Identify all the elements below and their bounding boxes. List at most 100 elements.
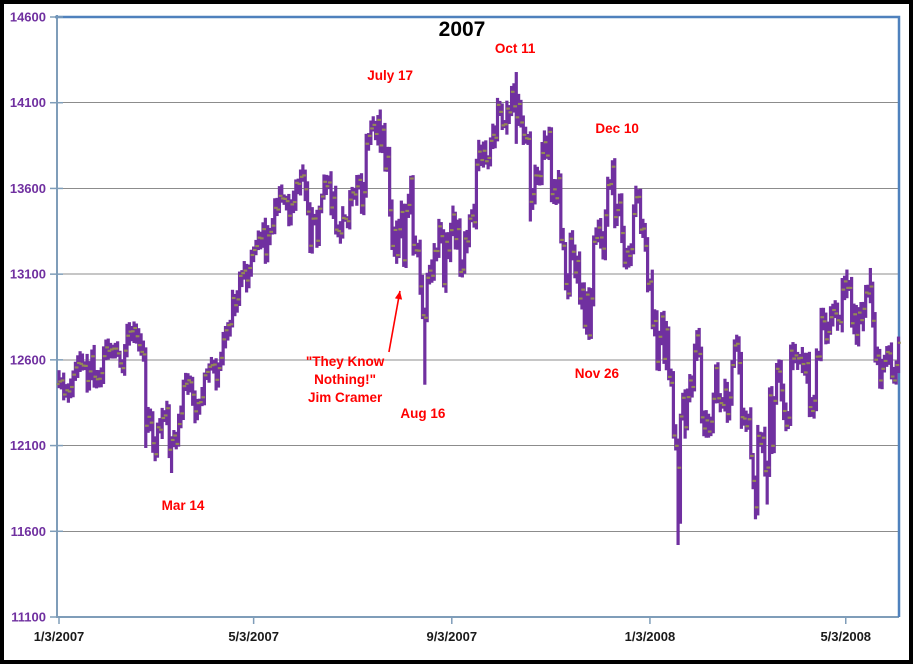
open-tick	[746, 425, 750, 428]
open-tick	[164, 414, 168, 417]
open-tick	[209, 365, 213, 368]
open-tick	[239, 274, 243, 277]
open-tick	[366, 142, 370, 145]
open-tick	[891, 375, 895, 378]
open-tick	[403, 259, 407, 262]
open-tick	[736, 342, 740, 345]
open-tick	[631, 248, 635, 251]
open-tick	[94, 375, 98, 378]
open-tick	[345, 217, 349, 220]
ohlc-bar	[451, 205, 455, 237]
x-axis-label: 9/3/2007	[426, 629, 477, 644]
open-tick	[307, 210, 311, 213]
ohlc-bar	[831, 303, 835, 327]
ohlc-bar	[329, 171, 333, 216]
open-tick	[535, 174, 539, 177]
ohlc-bar	[702, 410, 706, 437]
open-tick	[502, 124, 506, 127]
ohlc-bar	[889, 342, 894, 380]
open-tick	[856, 333, 860, 336]
open-tick	[825, 338, 829, 341]
ohlc-bar	[127, 322, 131, 346]
open-tick	[314, 217, 318, 220]
open-tick	[413, 243, 417, 246]
open-tick	[893, 379, 897, 382]
ohlc-bar	[857, 307, 861, 347]
ohlc-bar	[92, 344, 96, 388]
open-tick	[896, 364, 900, 367]
open-tick	[220, 356, 224, 359]
ohlc-bar	[399, 200, 403, 239]
open-tick	[528, 137, 532, 140]
ohlc-bar	[882, 354, 887, 373]
ohlc-bar	[193, 390, 197, 424]
open-tick	[77, 361, 81, 365]
ohlc-bar	[692, 343, 697, 392]
ohlc-bar	[514, 72, 518, 144]
ohlc-bar	[392, 226, 396, 257]
open-tick	[448, 249, 452, 252]
ohlc-bar	[563, 242, 568, 291]
ohlc-bar	[176, 413, 181, 447]
ohlc-bar	[420, 274, 425, 320]
open-tick	[73, 373, 77, 376]
open-tick	[734, 344, 738, 347]
open-tick	[309, 244, 313, 247]
open-tick	[324, 180, 328, 183]
ohlc-bar	[793, 343, 797, 364]
ohlc-bar	[235, 290, 239, 313]
ohlc-bar	[104, 339, 108, 361]
open-tick	[572, 250, 576, 253]
ohlc-bar	[305, 181, 310, 216]
open-tick	[288, 214, 292, 217]
ohlc-bar	[167, 404, 171, 459]
ohlc-bar	[474, 158, 479, 230]
open-tick	[654, 319, 658, 323]
open-tick	[284, 197, 288, 200]
ohlc-bar	[341, 206, 345, 239]
y-axis-label: 14600	[10, 10, 46, 25]
ohlc-bar	[223, 325, 228, 349]
ohlc-bar	[894, 360, 898, 385]
ohlc-bar	[880, 358, 884, 390]
x-axis-label: 1/3/2007	[34, 629, 85, 644]
price-chart: 14600 14100 13600 13100 12600 12100 11600 11100…	[10, 10, 901, 644]
ohlc-bar	[650, 269, 654, 330]
ohlc-bar	[388, 146, 392, 217]
open-tick	[598, 226, 602, 229]
ohlc-bar	[423, 307, 427, 385]
open-tick	[485, 160, 489, 163]
open-tick	[145, 424, 149, 427]
open-tick	[66, 389, 70, 392]
open-tick	[183, 385, 187, 388]
ohlc-bar	[453, 211, 457, 250]
annotation-text: Nothing!"	[314, 372, 376, 387]
open-tick	[542, 151, 546, 155]
ohlc-bar	[191, 376, 195, 406]
open-tick	[633, 212, 637, 216]
open-tick	[399, 228, 403, 231]
ohlc-bar	[71, 370, 75, 398]
open-tick	[710, 420, 714, 423]
open-tick	[748, 418, 752, 421]
ohlc-bar	[364, 133, 368, 198]
open-tick	[657, 360, 661, 363]
ohlc-bar	[765, 460, 769, 505]
ohlc-bar	[240, 270, 244, 288]
ohlc-bar	[653, 309, 657, 337]
ohlc-bar	[315, 209, 319, 248]
open-tick	[328, 181, 332, 184]
annotation-arrow	[388, 290, 401, 353]
ohlc-bar	[871, 281, 875, 328]
ohlc-bar	[509, 85, 514, 117]
ohlc-bar	[568, 232, 572, 297]
open-tick	[305, 188, 309, 191]
ohlc-bar	[202, 372, 206, 406]
ohlc-bar	[230, 289, 235, 328]
ohlc-bar	[130, 325, 134, 342]
annotation-text: Jim Cramer	[308, 390, 383, 405]
open-tick	[757, 434, 761, 437]
open-tick	[567, 292, 571, 295]
ohlc-bar	[362, 181, 366, 216]
ohlc-bar	[577, 251, 582, 305]
